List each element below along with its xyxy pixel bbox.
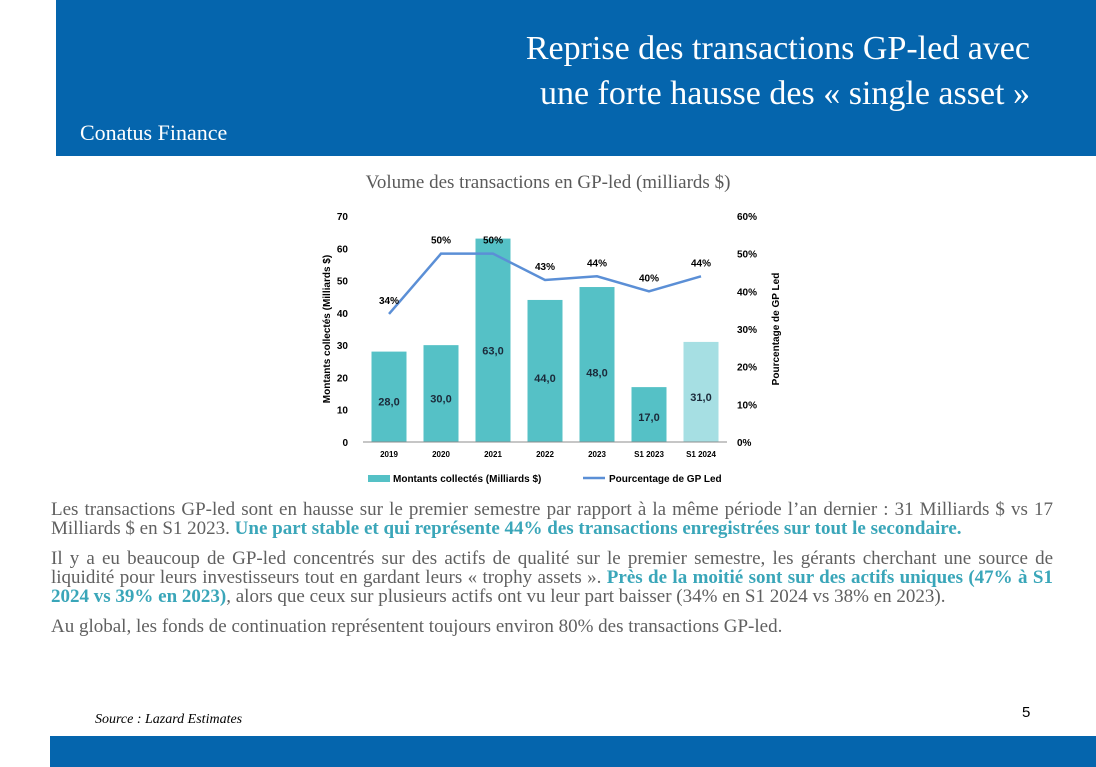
y-tick-label: 0 (342, 438, 348, 449)
x-tick-label: S1 2023 (634, 450, 664, 459)
body-text: Les transactions GP-led sont en hausse s… (51, 500, 1053, 647)
paragraph-3: Au global, les fonds de continuation rep… (51, 617, 1053, 636)
bar (475, 238, 511, 442)
line-series (388, 252, 702, 315)
source-note: Source : Lazard Estimates (95, 712, 243, 727)
bar-data-label: 63,0 (482, 345, 503, 357)
paragraph-2-highlight: Près de la moitié sont sur des actifs un… (51, 567, 1053, 607)
page-number: 5 (1022, 704, 1031, 721)
chart-title: Volume des transactions en GP-led (milli… (365, 172, 731, 193)
x-tick-label: S1 2024 (686, 450, 716, 459)
bar-data-label: 44,0 (534, 373, 555, 385)
y-right-tick-label: 30% (737, 325, 757, 336)
y-right-tick-label: 0% (737, 438, 752, 449)
y-right-tick-label: 50% (737, 250, 757, 261)
paragraph-1-highlight: Une part stable et qui représente 44% de… (234, 518, 962, 539)
footer-band (50, 736, 1096, 767)
paragraph-3-text: Au global, les fonds de continuation rep… (51, 616, 783, 637)
bar-data-label: 28,0 (378, 396, 399, 408)
line-data-label: 43% (535, 262, 555, 273)
paragraph-1-text: Les transactions GP-led sont en hausse s… (51, 499, 1053, 539)
bar (683, 341, 719, 442)
bar (371, 351, 407, 442)
legend-line-label: Pourcentage de GP Led (609, 474, 722, 485)
x-tick-label: 2020 (432, 450, 450, 459)
line-data-label: 34% (379, 296, 399, 307)
line-data-label: 50% (483, 236, 503, 247)
y-right-tick-label: 40% (737, 287, 757, 298)
y-tick-label: 50 (337, 277, 349, 288)
y-tick-label: 10 (337, 406, 349, 417)
bar-data-label: 30,0 (430, 393, 451, 405)
y-tick-label: 60 (337, 244, 349, 255)
bar-data-label: 31,0 (690, 392, 711, 404)
line-data-label: 50% (431, 236, 451, 247)
y-right-tick-label: 10% (737, 400, 757, 411)
paragraph-2: Il y a eu beaucoup de GP-led concentrés … (51, 549, 1053, 606)
y-tick-label: 30 (337, 341, 349, 352)
paragraph-1: Les transactions GP-led sont en hausse s… (51, 500, 1053, 538)
y-axis-title: Montants collectés (Milliards $) (322, 255, 333, 403)
y-tick-label: 20 (337, 373, 349, 384)
y-tick-label: 70 (337, 212, 349, 223)
x-tick-label: 2023 (588, 450, 606, 459)
paragraph-2-text: Il y a eu beaucoup de GP-led concentrés … (51, 548, 1053, 588)
bar (631, 387, 667, 442)
line-data-label: 40% (639, 273, 659, 284)
x-tick-label: 2019 (380, 450, 398, 459)
bar-data-label: 48,0 (586, 367, 607, 379)
bar-data-label: 17,0 (638, 412, 659, 424)
legend-bar-swatch (368, 475, 390, 482)
header-band (56, 0, 1096, 156)
slide-title: Reprise des transactions GP-led avec une… (330, 26, 1030, 116)
line-data-label: 44% (691, 258, 711, 269)
bar (423, 345, 459, 442)
line-data-label: 44% (587, 258, 607, 269)
slide-title-line1: Reprise des transactions GP-led avec (525, 30, 1030, 67)
y-right-tick-label: 20% (737, 363, 757, 374)
x-tick-label: 2021 (484, 450, 502, 459)
y-right-axis-title: Pourcentage de GP Led (771, 273, 782, 386)
brand-name: Conatus Finance (80, 120, 228, 145)
bar (579, 287, 615, 442)
bar (527, 299, 563, 442)
gp-led-chart: 0 10 20 30 40 50 60 70 0% 10% 20% 30% 40% 50% 60% 28,0 3… (322, 212, 782, 485)
legend-bar-label: Montants collectés (Milliards $) (393, 474, 541, 485)
slide-title-line2: une forte hausse des « single asset » (539, 75, 1030, 112)
x-tick-label: 2022 (536, 450, 554, 459)
y-right-tick-label: 60% (737, 212, 757, 223)
y-tick-label: 40 (337, 309, 349, 320)
paragraph-2-tail: , alors que ceux sur plusieurs actifs on… (226, 586, 946, 607)
